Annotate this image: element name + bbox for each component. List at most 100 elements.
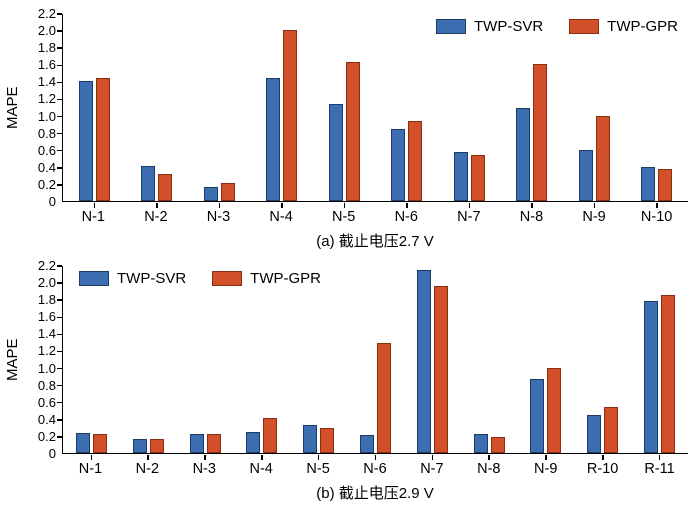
y-tick-label: 0.6 bbox=[37, 142, 56, 158]
bar-TWP-GPR-N-5 bbox=[320, 427, 335, 453]
x-label-R-11: R-11 bbox=[644, 461, 675, 477]
x-label-R-10: R-10 bbox=[586, 461, 619, 477]
bar-TWP-GPR-N-6 bbox=[376, 343, 391, 453]
x-tick-mark bbox=[488, 454, 490, 460]
chart-caption: (a) 截止电压2.7 V bbox=[316, 233, 434, 250]
bar-TWP-GPR-N-3 bbox=[220, 183, 235, 201]
y-tick-label: 0.8 bbox=[37, 377, 56, 393]
x-tick-mark bbox=[93, 202, 95, 208]
y-tick-mark bbox=[57, 350, 62, 353]
bar-TWP-SVR-N-3 bbox=[189, 433, 204, 453]
y-tick-mark bbox=[57, 149, 62, 152]
x-tick-mark bbox=[468, 202, 470, 208]
y-tick-label: 2.2 bbox=[37, 258, 56, 273]
bar-TWP-SVR-N-10 bbox=[641, 167, 656, 201]
bar-TWP-SVR-N-2 bbox=[132, 438, 147, 453]
y-tick-mark bbox=[57, 47, 62, 49]
legend-label-TWP-SVR: TWP-SVR bbox=[117, 270, 187, 287]
y-tick-label: 0.2 bbox=[37, 428, 56, 444]
bar-TWP-SVR-N-9 bbox=[530, 378, 545, 453]
y-tick-label: 1.4 bbox=[37, 74, 56, 90]
bar-TWP-SVR-N-5 bbox=[303, 425, 318, 453]
x-label-N-2: N-2 bbox=[144, 209, 168, 225]
y-tick-label: 0.6 bbox=[37, 394, 56, 410]
y-tick-mark bbox=[57, 282, 62, 284]
x-label-N-2: N-2 bbox=[135, 461, 160, 477]
y-tick-label: 1.8 bbox=[37, 40, 56, 56]
y-tick-mark bbox=[57, 401, 62, 404]
y-tick-label: 1.6 bbox=[37, 309, 56, 325]
legend-swatch-TWP-SVR bbox=[79, 271, 109, 286]
bar-TWP-GPR-N-8 bbox=[490, 436, 505, 453]
bar-group-N-10 bbox=[626, 167, 689, 201]
y-tick-label: 1.2 bbox=[37, 343, 56, 359]
bar-group-N-5 bbox=[290, 425, 347, 453]
bar-TWP-GPR-N-3 bbox=[206, 433, 221, 453]
y-tick-label: 0.8 bbox=[37, 125, 56, 141]
x-tick-mark bbox=[317, 454, 320, 460]
x-label-N-1: N-1 bbox=[78, 461, 103, 477]
legend-item-TWP-SVR: TWP-SVR bbox=[79, 270, 186, 287]
bar-TWP-SVR-N-3 bbox=[203, 186, 218, 201]
bar-group-N-9 bbox=[518, 368, 575, 453]
y-tick-label: 0.4 bbox=[37, 159, 56, 175]
legend-item-TWP-GPR: TWP-GPR bbox=[212, 270, 321, 287]
legend-label-TWP-SVR: TWP-SVR bbox=[474, 18, 544, 35]
y-tick-mark bbox=[57, 436, 62, 438]
bar-TWP-GPR-N-5 bbox=[345, 61, 360, 201]
legend-item-TWP-GPR: TWP-GPR bbox=[569, 18, 678, 35]
y-tick-mark bbox=[57, 419, 62, 421]
legend-item-TWP-SVR: TWP-SVR bbox=[436, 18, 543, 35]
bar-TWP-GPR-R-11 bbox=[661, 294, 676, 453]
legend-label-TWP-GPR: TWP-GPR bbox=[607, 18, 678, 35]
bar-TWP-SVR-N-6 bbox=[359, 435, 374, 453]
chart-caption: (b) 截止电压2.9 V bbox=[316, 485, 434, 502]
y-tick-label: 0.2 bbox=[37, 176, 56, 192]
y-tick-mark bbox=[57, 30, 62, 32]
y-tick-mark bbox=[57, 64, 62, 67]
bar-group-N-9 bbox=[563, 116, 626, 201]
bar-TWP-SVR-N-6 bbox=[391, 129, 406, 201]
legend: TWP-SVR TWP-GPR bbox=[436, 18, 678, 35]
y-tick-label: 0 bbox=[48, 194, 56, 209]
x-tick-mark bbox=[156, 202, 158, 208]
legend-label-TWP-GPR: TWP-GPR bbox=[250, 270, 321, 287]
x-tick-mark bbox=[658, 454, 661, 460]
bar-group-R-10 bbox=[574, 406, 631, 453]
bar-TWP-GPR-N-10 bbox=[658, 168, 673, 201]
x-tick-mark bbox=[593, 202, 595, 208]
x-label-N-4: N-4 bbox=[249, 461, 273, 477]
y-tick-label: 1.0 bbox=[37, 360, 56, 376]
x-label-N-7: N-7 bbox=[457, 209, 481, 225]
y-axis-label: MAPE bbox=[4, 338, 21, 382]
x-tick-mark bbox=[602, 454, 604, 460]
bar-group-N-3 bbox=[188, 183, 251, 201]
x-tick-mark bbox=[147, 454, 149, 460]
bar-group-N-4 bbox=[251, 30, 314, 201]
bar-TWP-GPR-N-2 bbox=[149, 439, 164, 453]
bars-row bbox=[63, 266, 688, 453]
legend-swatch-TWP-GPR bbox=[569, 19, 600, 34]
y-tick-mark bbox=[57, 384, 62, 387]
plot-area: TWP-SVR TWP-GPR bbox=[62, 14, 689, 208]
x-label-N-3: N-3 bbox=[192, 461, 216, 477]
bar-TWP-GPR-N-6 bbox=[408, 120, 423, 201]
x-label-N-9: N-9 bbox=[534, 461, 558, 477]
legend-swatch-TWP-GPR bbox=[212, 271, 243, 286]
bar-TWP-GPR-N-4 bbox=[263, 417, 278, 453]
x-label-N-1: N-1 bbox=[81, 209, 105, 225]
y-tick-label: 1.6 bbox=[37, 57, 56, 73]
bar-TWP-GPR-N-4 bbox=[283, 30, 298, 201]
x-tick-mark bbox=[656, 202, 658, 208]
x-tick-mark bbox=[545, 454, 547, 460]
y-tick-label: 0.4 bbox=[37, 411, 56, 427]
x-tick-mark bbox=[90, 454, 93, 460]
x-tick-mark bbox=[431, 454, 434, 460]
bar-TWP-SVR-N-7 bbox=[453, 151, 468, 201]
x-tick-mark bbox=[343, 202, 345, 208]
x-labels: N-1 N-2 N-3 N-4 N-5 N-6 N-7 N-8 N-9 R-10 R-11 bbox=[62, 461, 688, 477]
x-label-N-5: N-5 bbox=[331, 209, 356, 225]
y-tick-mark bbox=[57, 184, 62, 186]
x-tick-mark bbox=[406, 202, 408, 208]
y-tick-label: 1.0 bbox=[37, 108, 56, 124]
